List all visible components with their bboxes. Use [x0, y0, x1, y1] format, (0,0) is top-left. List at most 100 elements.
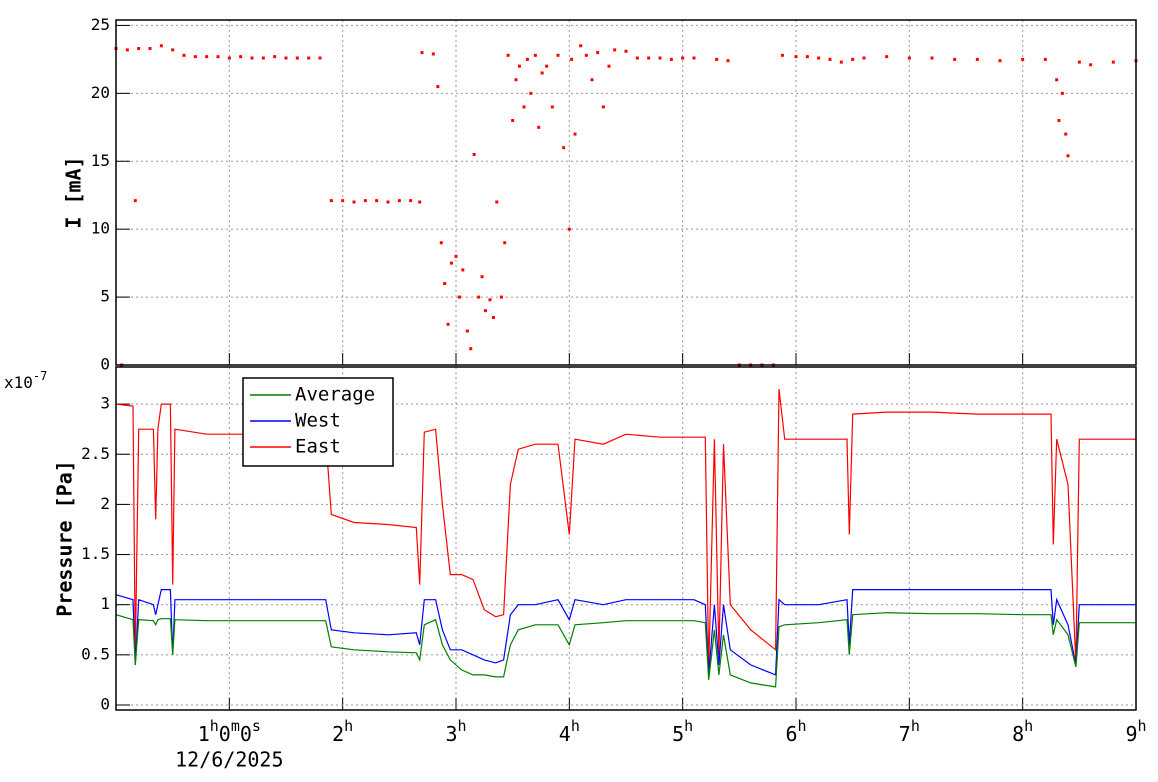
point	[159, 44, 163, 48]
point	[862, 56, 866, 60]
point	[205, 55, 209, 59]
point	[584, 53, 588, 57]
point	[780, 53, 784, 57]
point	[953, 57, 957, 61]
point	[418, 200, 422, 204]
y-tick-label: 5	[100, 287, 110, 306]
point	[692, 56, 696, 60]
point	[1066, 154, 1070, 158]
point	[624, 49, 628, 53]
point	[503, 241, 507, 245]
point	[647, 56, 651, 60]
point	[885, 55, 889, 59]
point	[363, 199, 367, 203]
point	[930, 56, 934, 60]
point	[439, 241, 443, 245]
point	[461, 268, 465, 272]
point	[284, 56, 288, 60]
point	[1111, 60, 1115, 64]
time-offset: 12/6/2025	[175, 748, 283, 772]
point	[715, 57, 719, 61]
point	[182, 53, 186, 57]
point	[491, 315, 495, 319]
point	[817, 56, 821, 60]
point	[579, 44, 583, 48]
point	[562, 146, 566, 150]
point	[193, 55, 197, 59]
point	[137, 47, 141, 51]
point	[550, 105, 554, 109]
y-tick-label: 15	[91, 151, 110, 170]
point	[567, 227, 571, 231]
point	[352, 200, 356, 204]
point	[556, 53, 560, 57]
legend: Average West East	[242, 377, 394, 467]
point	[295, 56, 299, 60]
point	[125, 48, 129, 52]
x-tick-label: 1h0m0s	[198, 717, 261, 746]
point	[171, 48, 175, 52]
point	[514, 78, 518, 82]
point	[318, 56, 322, 60]
y-axis-title: I [mA]	[62, 156, 86, 228]
point	[570, 57, 574, 61]
point	[828, 57, 832, 61]
point	[506, 53, 510, 57]
point	[409, 199, 413, 203]
legend-label: West	[295, 410, 341, 432]
point	[533, 53, 537, 57]
point	[851, 57, 855, 61]
point	[607, 64, 611, 68]
point	[386, 200, 390, 204]
point	[480, 275, 484, 279]
point	[975, 57, 979, 61]
x-tick-label: 8h	[1012, 717, 1033, 746]
point	[525, 57, 529, 61]
x-tick-label: 3h	[445, 717, 466, 746]
point	[522, 105, 526, 109]
point	[1064, 132, 1068, 136]
point	[469, 347, 473, 351]
point	[477, 295, 481, 299]
point	[726, 59, 730, 63]
y-tick-label: 0.5	[81, 644, 110, 663]
point	[465, 329, 469, 333]
x-tick-label: 6h	[785, 717, 806, 746]
point	[397, 199, 401, 203]
point	[669, 57, 673, 61]
series-line	[115, 389, 1136, 670]
point	[907, 56, 911, 60]
legend-label: East	[295, 436, 341, 458]
point	[431, 52, 435, 56]
point	[805, 55, 809, 59]
point	[658, 56, 662, 60]
point	[495, 200, 499, 204]
point	[596, 51, 600, 55]
point	[635, 56, 639, 60]
point	[839, 60, 843, 64]
point	[590, 78, 594, 82]
point	[329, 199, 333, 203]
point	[1043, 57, 1047, 61]
y-tick-label: 3	[100, 394, 110, 413]
series-line	[115, 589, 1136, 676]
point	[998, 59, 1002, 63]
y-tick-label: 2.5	[81, 444, 110, 463]
x-tick-label: 7h	[899, 717, 920, 746]
x-tick-label: 5h	[672, 717, 693, 746]
y-tick-label: 2	[100, 494, 110, 513]
point	[341, 199, 345, 203]
y-tick-label: 25	[91, 15, 110, 34]
point	[517, 64, 521, 68]
plot-frame	[115, 19, 1137, 366]
point	[1060, 91, 1064, 95]
plot-frame	[115, 366, 1137, 711]
point	[454, 254, 458, 258]
point	[457, 295, 461, 299]
point	[794, 55, 798, 59]
point	[1055, 78, 1059, 82]
point	[472, 152, 476, 156]
point	[1057, 119, 1061, 123]
y-tick-label: 20	[91, 83, 110, 102]
